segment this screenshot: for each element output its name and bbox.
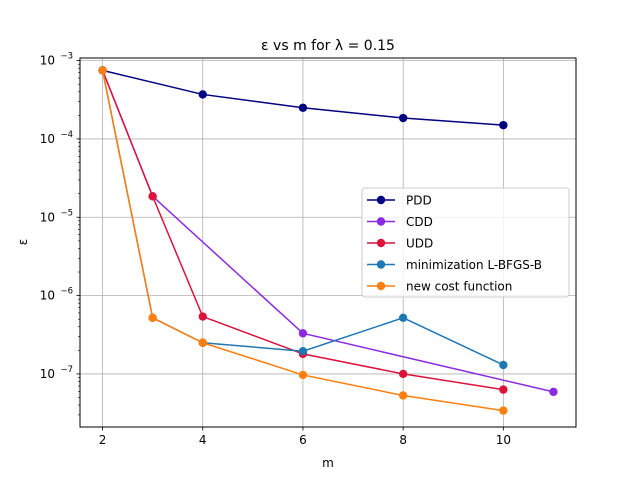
legend-label-udd: UDD xyxy=(406,237,433,251)
y-tick-label: 10 xyxy=(40,289,55,303)
legend-label-new-cost-function: new cost function xyxy=(406,280,512,294)
series-line-new-cost-function xyxy=(101,70,504,412)
legend-label-pdd: PDD xyxy=(406,194,432,208)
x-tick-label: 4 xyxy=(199,433,207,447)
y-tick-exponent: −5 xyxy=(60,208,73,218)
series-layer xyxy=(98,66,558,415)
legend-marker-new-cost-function xyxy=(376,281,386,291)
data-point-udd xyxy=(398,369,408,379)
data-point-minimization-l-bfgs-b xyxy=(298,346,308,356)
legend-marker-cdd xyxy=(376,217,386,226)
axis-ticks: 2 4 6 8 10 10 −7 10 −6 10 −5 10 −4 10 −3 xyxy=(40,52,511,447)
series-line-udd xyxy=(101,70,504,391)
legend-marker-pdd xyxy=(376,195,386,205)
data-point-new-cost-function xyxy=(148,313,157,323)
x-axis-label: m xyxy=(322,456,334,470)
data-point-udd xyxy=(198,312,207,321)
data-point-minimization-l-bfgs-b xyxy=(398,313,408,323)
y-tick-exponent: −4 xyxy=(60,130,73,140)
y-tick-label: 10 xyxy=(40,132,55,146)
y-tick-label: 10 xyxy=(40,367,55,381)
x-tick-label: 10 xyxy=(496,433,511,447)
data-point-new-cost-function xyxy=(398,391,408,400)
legend-marker-minimization-l-bfgs-b xyxy=(376,260,386,269)
x-tick-label: 8 xyxy=(399,433,407,447)
data-point-cdd xyxy=(549,387,558,397)
y-tick-exponent: −7 xyxy=(60,365,73,375)
chart-title: ε vs m for λ = 0.15 xyxy=(261,38,395,54)
data-point-cdd xyxy=(298,329,308,338)
data-point-new-cost-function xyxy=(198,338,207,347)
data-point-new-cost-function xyxy=(499,406,508,415)
data-point-pdd xyxy=(398,113,408,123)
y-axis-label: ε xyxy=(16,239,30,246)
data-point-pdd xyxy=(298,103,308,112)
plot-frame xyxy=(79,57,577,428)
x-tick-label: 6 xyxy=(299,433,307,447)
data-point-udd xyxy=(499,385,508,394)
data-point-pdd xyxy=(499,120,508,130)
y-tick-label: 10 xyxy=(40,54,55,68)
data-point-pdd xyxy=(198,90,207,99)
x-tick-label: 2 xyxy=(99,433,107,447)
data-point-udd xyxy=(148,192,157,201)
legend-label-cdd: CDD xyxy=(406,215,433,229)
legend: PDD CDD UDD minimization L-BFGS-B new cost f… xyxy=(361,187,570,298)
y-tick-exponent: −6 xyxy=(60,287,73,297)
data-point-minimization-l-bfgs-b xyxy=(499,360,508,370)
data-point-new-cost-function xyxy=(298,370,308,380)
y-tick-exponent: −3 xyxy=(60,52,73,62)
legend-box xyxy=(361,187,570,298)
legend-marker-udd xyxy=(376,238,386,248)
y-tick-label: 10 xyxy=(40,210,55,224)
legend-label-minimization-l-bfgs-b: minimization L-BFGS-B xyxy=(406,258,542,272)
data-point-new-cost-function xyxy=(98,66,107,75)
